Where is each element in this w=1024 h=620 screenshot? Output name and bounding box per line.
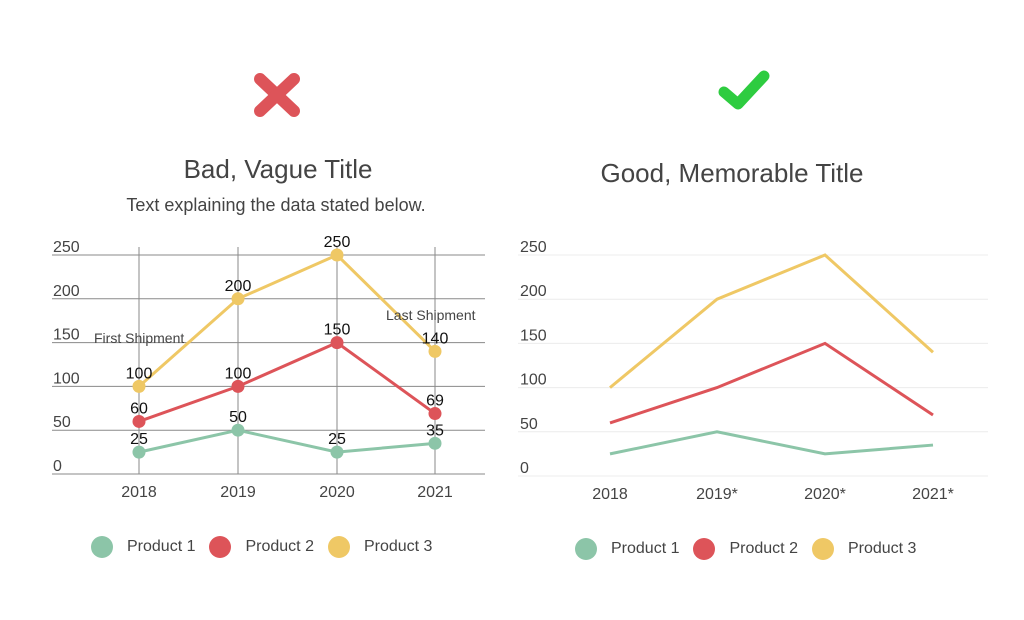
x-tick-label: 2020 bbox=[319, 484, 355, 501]
data-point-marker bbox=[132, 414, 146, 428]
y-tick-label: 250 bbox=[520, 239, 547, 256]
annotation-last-shipment: Last Shipment bbox=[386, 307, 476, 323]
data-point-marker bbox=[428, 407, 442, 421]
legend-item-product-2: Product 2 bbox=[693, 538, 798, 560]
product-2-swatch-icon bbox=[209, 536, 232, 558]
legend-item-product-2: Product 2 bbox=[209, 536, 314, 558]
good-line-chart: 0 50 100 150 200 250 2018 2019* 2020* 2021* bbox=[518, 239, 988, 503]
series-line-product-3 bbox=[609, 253, 935, 389]
data-label: 150 bbox=[324, 322, 351, 339]
product-1-swatch-icon bbox=[91, 536, 113, 558]
data-label: 69 bbox=[426, 393, 444, 410]
legend-item-product-3: Product 3 bbox=[811, 538, 917, 560]
x-tick-label: 2018 bbox=[121, 484, 157, 501]
annotation-first-shipment: First Shipment bbox=[94, 330, 184, 346]
x-tick-label: 2018 bbox=[592, 486, 628, 503]
x-tick-label: 2021* bbox=[912, 486, 954, 503]
series-line-product-3 bbox=[138, 253, 437, 388]
x-tick-label: 2021 bbox=[417, 484, 453, 501]
legend-label: Product 2 bbox=[729, 540, 798, 557]
bad-chart-legend: Product 1 Product 2 Product 3 bbox=[91, 536, 446, 558]
y-tick-label: 150 bbox=[53, 327, 80, 344]
data-point-marker bbox=[231, 379, 245, 393]
x-tick-label: 2020* bbox=[804, 486, 846, 503]
data-point-marker bbox=[231, 292, 245, 306]
check-mark-icon bbox=[718, 70, 770, 110]
legend-label: Product 3 bbox=[847, 540, 917, 557]
data-point-marker bbox=[132, 445, 146, 459]
y-tick-label: 150 bbox=[520, 327, 547, 344]
data-label: 100 bbox=[126, 365, 153, 382]
bad-chart-title: Bad, Vague Title bbox=[183, 154, 373, 184]
data-point-marker bbox=[330, 445, 344, 459]
y-tick-label: 250 bbox=[53, 239, 80, 256]
series-line-product-1 bbox=[138, 428, 436, 454]
y-tick-label: 100 bbox=[520, 372, 547, 389]
data-point-marker bbox=[330, 336, 344, 350]
data-label: 25 bbox=[328, 431, 346, 448]
data-label: 200 bbox=[225, 278, 252, 295]
data-label: 35 bbox=[426, 422, 444, 439]
data-label: 60 bbox=[130, 400, 148, 417]
data-label: 50 bbox=[229, 409, 247, 426]
data-label: 25 bbox=[130, 431, 148, 448]
legend-item-product-1: Product 1 bbox=[91, 536, 195, 558]
y-tick-label: 100 bbox=[53, 370, 80, 387]
bad-line-chart: 0 50 100 150 200 250 2018 2019 2020 2021 25 50 25 35 6… bbox=[52, 234, 485, 501]
legend-label: Product 1 bbox=[611, 540, 680, 557]
data-label: 100 bbox=[225, 365, 252, 382]
product-2-swatch-icon bbox=[693, 538, 716, 560]
product-3-swatch-icon bbox=[811, 538, 834, 560]
data-point-marker bbox=[428, 436, 442, 450]
y-tick-label: 0 bbox=[520, 460, 529, 477]
data-label: 140 bbox=[422, 330, 449, 347]
product-3-swatch-icon bbox=[327, 536, 350, 558]
x-tick-label: 2019* bbox=[696, 486, 738, 503]
good-chart-title: Good, Memorable Title bbox=[600, 158, 864, 188]
good-chart-legend: Product 1 Product 2 Product 3 bbox=[575, 538, 930, 560]
bad-chart-subtitle: Text explaining the data stated below. bbox=[126, 195, 426, 215]
data-point-marker bbox=[330, 248, 344, 262]
y-tick-label: 50 bbox=[53, 414, 71, 431]
legend-item-product-1: Product 1 bbox=[575, 538, 679, 560]
data-label: 250 bbox=[324, 234, 351, 251]
data-point-marker bbox=[132, 379, 146, 393]
y-tick-label: 200 bbox=[53, 283, 80, 300]
product-1-swatch-icon bbox=[575, 538, 597, 560]
x-tick-label: 2019 bbox=[220, 484, 256, 501]
legend-item-product-3: Product 3 bbox=[327, 536, 433, 558]
legend-label: Product 3 bbox=[363, 538, 433, 555]
legend-label: Product 2 bbox=[245, 538, 314, 555]
series-line-product-2 bbox=[138, 340, 436, 423]
y-tick-label: 0 bbox=[53, 458, 62, 475]
series-line-product-1 bbox=[609, 430, 934, 456]
x-mark-icon bbox=[254, 73, 300, 117]
legend-label: Product 1 bbox=[127, 538, 196, 555]
y-tick-label: 200 bbox=[520, 283, 547, 300]
data-point-marker bbox=[428, 344, 442, 358]
data-point-marker bbox=[231, 423, 245, 437]
series-line-product-2 bbox=[609, 341, 934, 425]
y-tick-label: 50 bbox=[520, 416, 538, 433]
